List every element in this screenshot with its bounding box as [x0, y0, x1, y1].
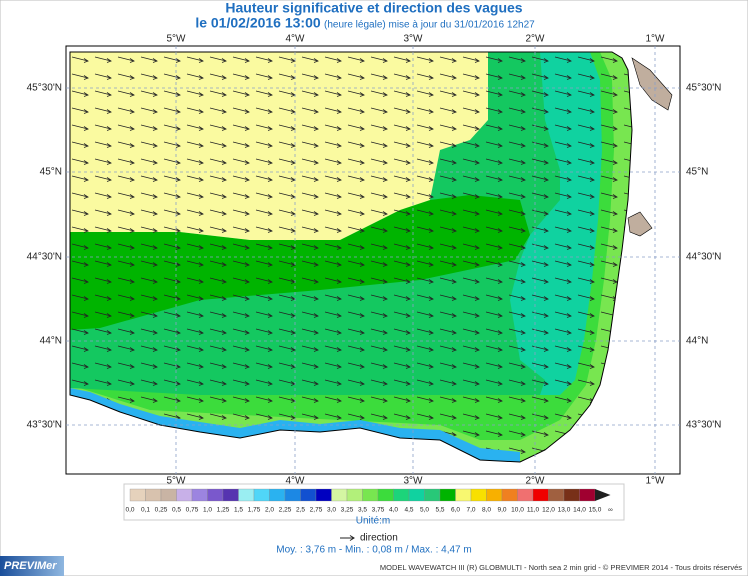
colorbar-swatch — [486, 488, 503, 502]
lat-label: 45°N — [686, 167, 708, 178]
unit: Unité:m — [356, 516, 390, 527]
colorbar-label: 3,5 — [358, 507, 367, 514]
colorbar-swatch — [563, 488, 580, 502]
colorbar-label: 1,0 — [203, 507, 212, 514]
colorbar-label: 4,5 — [404, 507, 413, 514]
lon-label: 2°W — [526, 476, 546, 487]
logo: PREVIMer — [4, 560, 57, 572]
colorbar-label: 0,75 — [186, 507, 199, 514]
colorbar-label: 9,0 — [497, 507, 506, 514]
lat-label: 43°30'N — [27, 420, 62, 431]
colorbar-label: 10,0 — [511, 507, 524, 514]
lon-label: 5°W — [167, 476, 187, 487]
colorbar-label: 11,0 — [527, 507, 540, 514]
colorbar-label: 12,0 — [542, 507, 555, 514]
colorbar-swatch — [393, 488, 410, 502]
direction-arrow-head — [349, 535, 355, 541]
colorbar-label: 15,0 — [589, 507, 602, 514]
colorbar-swatch — [176, 488, 193, 502]
colorbar-label: 6,0 — [451, 507, 460, 514]
lon-label: 4°W — [286, 34, 306, 45]
colorbar-label: 2,0 — [265, 507, 274, 514]
colorbar-swatch — [191, 488, 208, 502]
colorbar-label: 1,5 — [234, 507, 243, 514]
lat-label: 44°30'N — [27, 252, 62, 263]
map — [65, 45, 681, 475]
lon-label: 5°W — [167, 34, 187, 45]
colorbar-label: 0,25 — [155, 507, 168, 514]
colorbar-label: 3,25 — [341, 507, 354, 514]
land-detail — [627, 211, 653, 237]
lat-label: 43°30'N — [686, 420, 721, 431]
lat-label: 44°N — [686, 336, 708, 347]
colorbar-label: 7,0 — [466, 507, 475, 514]
update: (heure légale) mise à jour du 31/01/2016… — [324, 20, 535, 31]
lon-label: 1°W — [646, 34, 666, 45]
colorbar-label: ∞ — [608, 507, 613, 514]
colorbar-end — [595, 489, 611, 501]
colorbar-swatch — [129, 488, 146, 502]
colorbar-label: 4,0 — [389, 507, 398, 514]
colorbar-swatch — [455, 488, 472, 502]
land-detail — [631, 57, 673, 111]
colorbar-label: 0,0 — [125, 507, 134, 514]
colorbar-label: 1,75 — [248, 507, 261, 514]
colorbar-label: 3,75 — [372, 507, 385, 514]
lon-label: 2°W — [526, 34, 546, 45]
colorbar-swatch — [253, 488, 270, 502]
colorbar-label: 0,5 — [172, 507, 181, 514]
lon-label: 3°W — [404, 476, 424, 487]
colorbar-label: 2,25 — [279, 507, 292, 514]
colorbar-label: 0,1 — [141, 507, 150, 514]
colorbar-swatch — [424, 488, 441, 502]
colorbar-swatch — [532, 488, 549, 502]
colorbar-label: 13,0 — [558, 507, 571, 514]
colorbar-label: 14,0 — [573, 507, 586, 514]
colorbar-label: 5,0 — [420, 507, 429, 514]
colorbar-swatch — [238, 488, 255, 502]
colorbar-swatch — [548, 488, 565, 502]
colorbar-swatch — [346, 488, 363, 502]
colorbar-swatch — [501, 488, 518, 502]
colorbar-label: 3,0 — [327, 507, 336, 514]
colorbar-swatch — [331, 488, 348, 502]
lon-label: 1°W — [646, 476, 666, 487]
lat-label: 45°30'N — [27, 83, 62, 94]
colorbar-label: 2,5 — [296, 507, 305, 514]
colorbar-swatch — [579, 488, 596, 502]
credits: MODEL WAVEWATCH III (R) GLOBMULTI - Nort… — [380, 563, 742, 572]
lat-label: 45°30'N — [686, 83, 721, 94]
lat-label: 44°N — [40, 336, 62, 347]
lat-label: 45°N — [40, 167, 62, 178]
colorbar-swatch — [145, 488, 162, 502]
colorbar-swatch — [517, 488, 534, 502]
colorbar-swatch — [439, 488, 456, 502]
lon-label: 3°W — [404, 34, 424, 45]
title: Hauteur significative et direction des v… — [225, 0, 522, 16]
colorbar-swatch — [160, 488, 177, 502]
colorbar-swatch — [315, 488, 332, 502]
colorbar-swatch — [377, 488, 394, 502]
colorbar-label: 5,5 — [435, 507, 444, 514]
stats: Moy. : 3,76 m - Min. : 0,08 m / Max. : 4… — [276, 545, 471, 556]
direction-label: direction — [360, 533, 398, 544]
colorbar-swatch — [408, 488, 425, 502]
logo-box — [0, 556, 64, 576]
date: le 01/02/2016 13:00 — [195, 15, 321, 31]
colorbar: 0,0 0,1 0,25 0,5 0,75 1,0 1,25 1,5 1,75 2,0 2,25 2,… — [123, 483, 625, 521]
sea — [70, 52, 632, 462]
lon-label: 4°W — [286, 476, 306, 487]
colorbar-label: 1,25 — [217, 507, 230, 514]
colorbar-swatch — [207, 488, 224, 502]
colorbar-swatch — [470, 488, 487, 502]
colorbar-swatch — [222, 488, 239, 502]
colorbar-swatch — [300, 488, 317, 502]
colorbar-label: 8,0 — [482, 507, 491, 514]
colorbar-swatch — [362, 488, 379, 502]
colorbar-swatch — [269, 488, 286, 502]
colorbar-swatch — [284, 488, 301, 502]
colorbar-label: 2,75 — [310, 507, 323, 514]
lat-label: 44°30'N — [686, 252, 721, 263]
